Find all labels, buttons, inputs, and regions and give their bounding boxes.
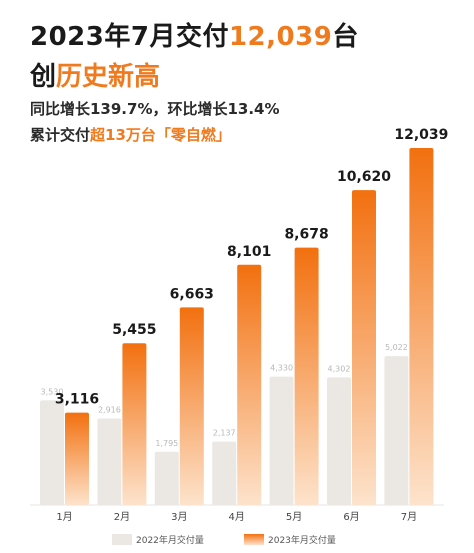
value-label-2023-2: 5,455	[112, 322, 156, 338]
headline-record: 创历史新高	[30, 56, 160, 93]
bar-2023-7	[409, 148, 434, 505]
value-label-2022-3: 1,795	[155, 439, 178, 448]
bar-2023-5	[294, 247, 319, 505]
bar-2022-4	[212, 441, 237, 505]
legend-label-2022: 2022年月交付量	[136, 536, 204, 546]
value-label-2023-3: 6,663	[170, 286, 214, 302]
month-label-7: 7月	[401, 511, 417, 523]
bar-2023-1	[65, 412, 89, 505]
cumulative-subtitle: 累计交付超13万台「零自燃」	[30, 124, 231, 145]
value-label-2022-1: 3,530	[41, 387, 64, 396]
bar-2023-2	[122, 343, 147, 505]
value-label-2023-7: 12,039	[394, 127, 448, 143]
bar-2023-6	[352, 190, 376, 505]
legend-item-2023: 2023年月交付量	[244, 533, 336, 546]
legend-item-2022: 2022年月交付量	[112, 533, 204, 546]
bar-2022-1	[40, 400, 64, 505]
headline-record-accent: 历史新高	[56, 62, 161, 92]
bar-2022-5	[269, 376, 294, 505]
bar-2022-6	[327, 377, 351, 505]
bar-2023-3	[179, 307, 204, 505]
bar-2023-4	[237, 264, 262, 505]
value-label-2022-5: 4,330	[270, 364, 293, 373]
month-label-1: 1月	[56, 511, 72, 523]
value-label-2022-2: 2,916	[98, 406, 121, 415]
legend-swatch-2022	[112, 534, 132, 545]
legend-label-2023: 2023年月交付量	[268, 536, 336, 546]
bar-2022-2	[97, 418, 122, 505]
headline: 2023年7月交付12,039台	[30, 16, 359, 53]
cumulative-prefix: 累计交付	[30, 126, 91, 144]
headline-suffix: 台	[332, 22, 359, 52]
legend-swatch-2023	[244, 534, 264, 545]
headline-number: 12,039	[228, 22, 333, 52]
month-label-5: 5月	[286, 511, 302, 523]
value-label-2022-7: 5,022	[385, 343, 408, 352]
value-label-2022-6: 4,302	[328, 364, 351, 373]
growth-subtitle: 同比增长139.7%，环比增长13.4%	[30, 100, 280, 118]
month-label-6: 6月	[343, 511, 359, 523]
month-label-3: 3月	[171, 511, 187, 523]
value-label-2023-6: 10,620	[337, 169, 391, 185]
legend: 2022年月交付量 2023年月交付量	[0, 531, 474, 549]
month-label-2: 2月	[114, 511, 130, 523]
bar-2022-3	[154, 451, 179, 505]
value-label-2022-4: 2,137	[213, 429, 236, 438]
month-label-4: 4月	[229, 511, 245, 523]
value-label-2023-5: 8,678	[284, 227, 328, 243]
headline-prefix: 2023年7月交付	[30, 22, 229, 52]
bar-2022-7	[384, 356, 409, 505]
value-label-2023-4: 8,101	[227, 244, 271, 260]
value-label-2023-1: 3,116	[55, 392, 99, 408]
headline-record-prefix: 创	[30, 62, 57, 92]
cumulative-accent: 超13万台「零自燃」	[90, 126, 231, 144]
